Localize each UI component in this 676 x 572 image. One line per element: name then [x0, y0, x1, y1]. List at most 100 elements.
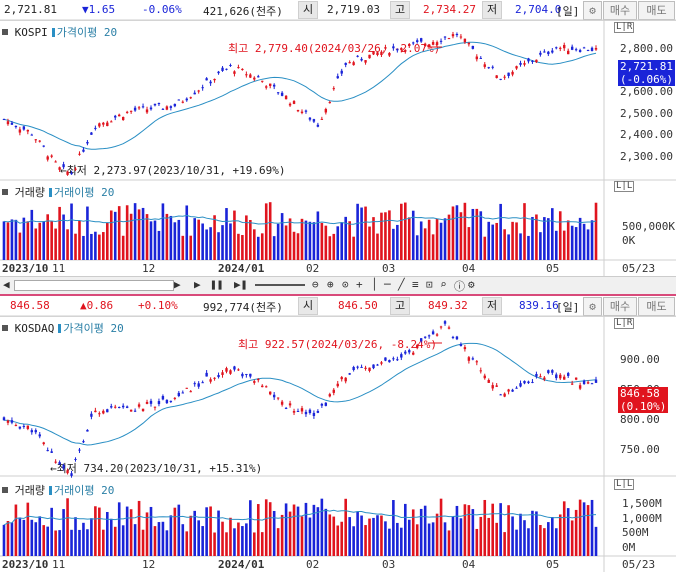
- kospi-volume-bar: [78, 220, 81, 260]
- play-icon[interactable]: ▶: [194, 278, 201, 291]
- kospi-volume-bar: [197, 219, 200, 260]
- kosdaq-volume-bar: [264, 499, 268, 556]
- open-label: 시: [298, 297, 318, 315]
- kospi-volume-bar: [284, 225, 288, 260]
- kospi-volume-bar: [507, 234, 510, 260]
- scrollbar-track[interactable]: [14, 280, 174, 291]
- kosdaq-candle: [535, 373, 538, 377]
- kospi-volume-title: 거래량 거래이평 20: [2, 184, 114, 200]
- sell-button[interactable]: 매도: [638, 1, 675, 20]
- kosdaq-candle: [217, 375, 220, 378]
- kospi-volume-bar: [237, 233, 240, 260]
- kospi-candle: [590, 47, 594, 51]
- volume-scale-toggle[interactable]: L|L: [614, 479, 635, 490]
- zoom-window-icon[interactable]: ⊡: [426, 278, 433, 291]
- kospi-candle: [384, 47, 387, 49]
- kospi-last-price-tag: 2,721.81 (-0.06%): [618, 60, 675, 86]
- kosdaq-candle: [423, 336, 427, 338]
- zoom-in-icon[interactable]: ⊕: [327, 278, 334, 291]
- vertical-line-icon[interactable]: │: [371, 278, 378, 291]
- kosdaq-high: 849.32: [428, 299, 468, 312]
- kosdaq-candle: [356, 366, 359, 368]
- kospi-volume-bar: [535, 214, 538, 260]
- kospi-candle: [272, 84, 276, 87]
- kospi-candle: [471, 45, 475, 49]
- kospi-volume-bar: [574, 227, 578, 260]
- period-selector[interactable]: [일]: [556, 5, 580, 18]
- kosdaq-volume-bar: [519, 513, 522, 556]
- kospi-candle: [348, 62, 351, 64]
- kospi-candle: [129, 110, 133, 112]
- kosdaq-volume-bar: [423, 505, 427, 556]
- kospi-candle: [62, 164, 65, 168]
- step-icon[interactable]: ▶❚: [234, 278, 248, 291]
- kospi-candle: [46, 156, 49, 160]
- kosdaq-candle: [141, 408, 145, 412]
- horizontal-line-icon[interactable]: ─: [384, 278, 391, 291]
- kospi-volume-bar: [475, 208, 479, 260]
- trend-line-icon[interactable]: ╱: [398, 278, 405, 291]
- fibonacci-icon[interactable]: ≡: [412, 278, 419, 291]
- kosdaq-volume-bar: [336, 525, 340, 556]
- scroll-left-icon[interactable]: ◀: [3, 278, 10, 291]
- kosdaq-candle: [427, 335, 431, 337]
- kospi-volume-bar: [213, 215, 216, 260]
- kospi-candle: [173, 103, 177, 107]
- kosdaq-candle: [519, 383, 522, 387]
- kosdaq-volume-bar: [225, 532, 228, 556]
- kosdaq-volume-bar: [193, 510, 197, 556]
- kospi-volume-bar: [324, 225, 328, 260]
- kosdaq-candle: [129, 409, 133, 412]
- kospi-volume-bar: [38, 222, 42, 260]
- plus-icon[interactable]: +: [356, 278, 363, 291]
- panel-menu-icon[interactable]: [2, 189, 8, 195]
- kospi-candle: [78, 153, 81, 155]
- panel-menu-icon[interactable]: [2, 325, 8, 331]
- kospi-candle: [70, 172, 73, 175]
- info-icon[interactable]: ⓘ: [454, 280, 465, 293]
- kosdaq-candle: [237, 369, 240, 371]
- kosdaq-volume-bar: [14, 504, 18, 556]
- pause-icon[interactable]: ❚❚: [210, 278, 224, 291]
- kosdaq-candle: [161, 396, 165, 400]
- crosshair-icon[interactable]: ⊙: [342, 278, 349, 291]
- kospi-volume-bar: [368, 226, 371, 260]
- kospi-volume-bar: [340, 222, 344, 260]
- kosdaq-volume-bar: [268, 502, 272, 556]
- zoom-slider[interactable]: [255, 284, 305, 286]
- kosdaq-candle: [157, 401, 161, 405]
- kosdaq-volume-bar: [578, 499, 582, 556]
- kosdaq-volume-bar: [10, 522, 14, 556]
- magnifier-icon[interactable]: ⌕: [440, 278, 447, 291]
- buy-button[interactable]: 매수: [603, 1, 637, 20]
- scale-toggle[interactable]: L|R: [614, 22, 635, 33]
- kospi-candle: [479, 57, 482, 59]
- kospi-volume-bar: [515, 222, 518, 260]
- panel-menu-icon[interactable]: [2, 29, 8, 35]
- kosdaq-volume-bar: [300, 516, 304, 556]
- kospi-volume-bar: [388, 210, 391, 260]
- kospi-volume-bar: [253, 229, 256, 260]
- kosdaq-volume-bar: [272, 510, 276, 556]
- kosdaq-volume-bar: [582, 502, 586, 556]
- kosdaq-candle: [121, 405, 125, 408]
- kosdaq-candle: [233, 366, 236, 370]
- high-label: 고: [390, 297, 410, 315]
- kospi-candle: [149, 107, 153, 110]
- kospi-candle: [360, 58, 363, 61]
- kospi-candle: [396, 49, 399, 51]
- settings-icon[interactable]: ⚙: [468, 278, 475, 291]
- period-selector[interactable]: [일]: [556, 301, 580, 314]
- kospi-volume-bar: [249, 219, 252, 260]
- kosdaq-candle: [304, 411, 308, 415]
- scale-toggle[interactable]: L|R: [614, 318, 635, 329]
- volume-scale-toggle[interactable]: L|L: [614, 181, 635, 192]
- zoom-out-icon[interactable]: ⊖: [312, 278, 319, 291]
- kospi-candle: [241, 68, 244, 71]
- panel-menu-icon[interactable]: [2, 487, 8, 493]
- kospi-candle: [18, 129, 22, 133]
- kospi-volume-bar: [523, 203, 526, 260]
- scroll-right-icon[interactable]: ▶: [174, 278, 181, 291]
- kosdaq-candle: [511, 389, 514, 392]
